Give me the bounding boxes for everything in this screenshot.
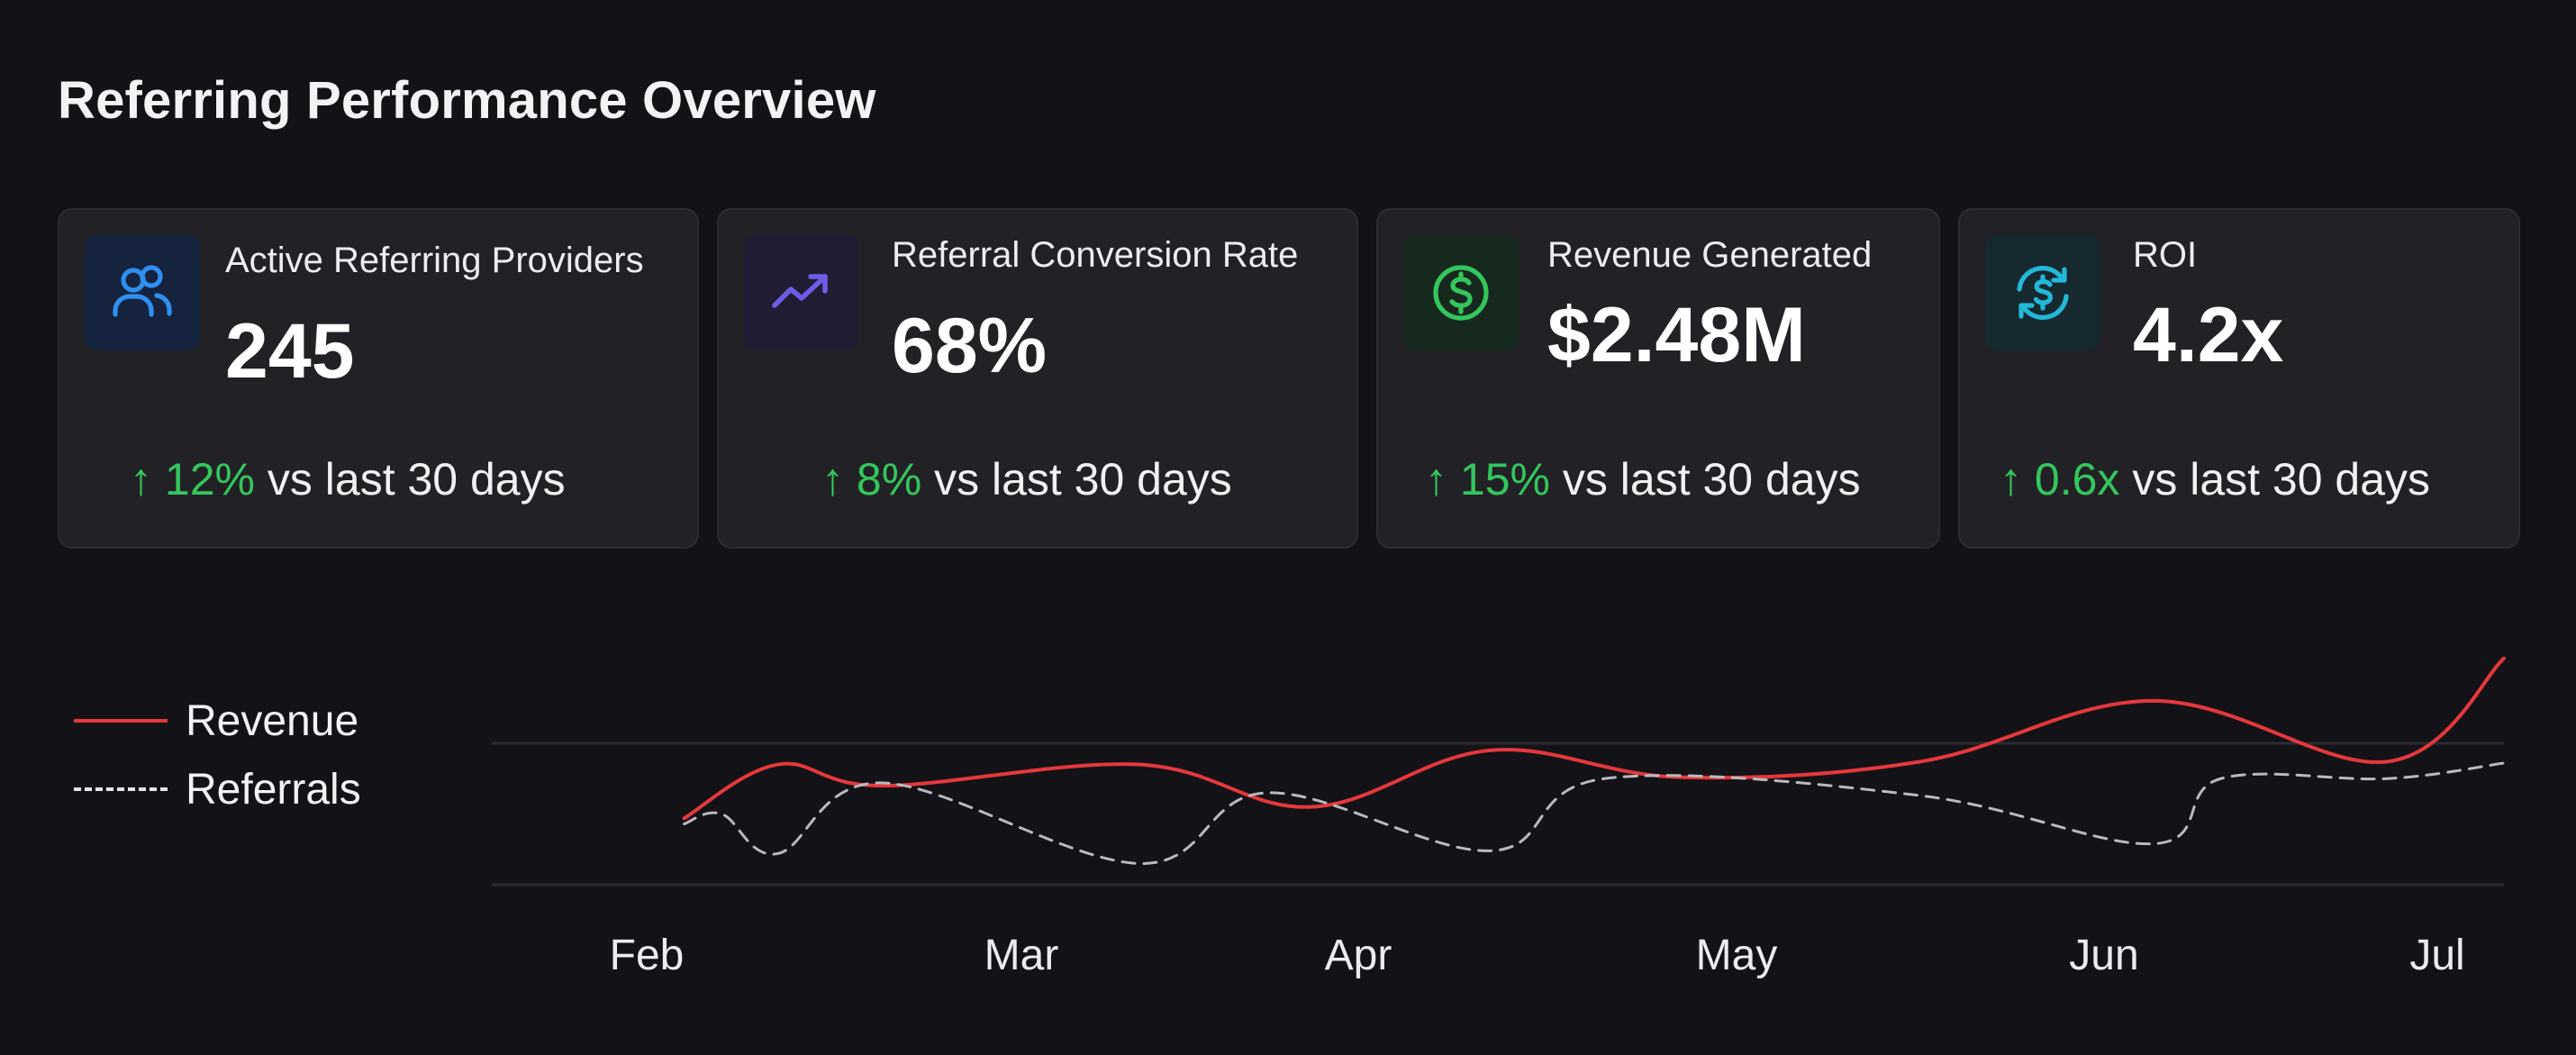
trend-suffix: vs last 30 days — [267, 454, 566, 505]
x-tick-label-apr: Apr — [1325, 932, 1392, 979]
card-label: Referral Conversion Rate — [892, 235, 1299, 275]
trend-arrow-icon: ↑ — [821, 454, 844, 505]
trend-arrow-icon: ↑ — [2000, 454, 2022, 505]
legend-swatch-dashed — [74, 787, 168, 791]
trend-value: 0.6x — [2034, 454, 2120, 505]
trend-value: 12% — [164, 454, 255, 505]
trend-suffix: vs last 30 days — [2132, 454, 2431, 505]
card-label: Active Referring Providers — [225, 241, 644, 280]
x-tick-label-jun: Jun — [2069, 932, 2138, 979]
trend-arrow-icon: ↑ — [130, 454, 152, 505]
x-tick-label-mar: Mar — [984, 932, 1059, 979]
metric-card-active-providers: Active Referring Providers 245 ↑ 12% vs … — [58, 208, 699, 549]
card-label: Revenue Generated — [1547, 235, 1873, 275]
card-trend: ↑ 15% vs last 30 days — [1425, 453, 1861, 505]
legend-swatch-solid — [74, 719, 168, 723]
metric-card-revenue: Revenue Generated $2.48M ↑ 15% vs last 3… — [1376, 208, 1940, 549]
card-value: 4.2x — [2133, 292, 2284, 378]
series-line-revenue — [682, 656, 2506, 821]
series-line-referrals — [683, 761, 2506, 865]
trend-arrow-icon: ↑ — [1425, 454, 1447, 505]
legend-item-revenue: Revenue — [74, 687, 361, 755]
dollar-circle-icon — [1403, 235, 1519, 350]
trending-up-icon — [744, 235, 859, 350]
card-trend: ↑ 8% vs last 30 days — [821, 453, 1232, 505]
page-title: Referring Performance Overview — [58, 71, 876, 130]
trend-suffix: vs last 30 days — [1562, 454, 1861, 505]
card-value: 68% — [892, 303, 1048, 389]
dollar-refresh-icon — [1985, 235, 2100, 350]
card-trend: ↑ 0.6x vs last 30 days — [2000, 453, 2430, 505]
metric-card-roi: ROI 4.2x ↑ 0.6x vs last 30 days — [1958, 208, 2520, 549]
legend-item-referrals: Referrals — [74, 755, 361, 823]
x-tick-label-feb: Feb — [610, 932, 685, 979]
legend-label: Revenue — [186, 696, 359, 745]
trend-suffix: vs last 30 days — [934, 454, 1232, 505]
users-icon — [85, 235, 200, 350]
legend-label: Referrals — [186, 765, 361, 814]
card-label: ROI — [2133, 235, 2198, 275]
x-tick-label-jul: Jul — [2409, 932, 2464, 979]
metric-card-conversion-rate: Referral Conversion Rate 68% ↑ 8% vs las… — [717, 208, 1358, 549]
trend-value: 8% — [856, 454, 922, 505]
card-trend: ↑ 12% vs last 30 days — [130, 453, 566, 505]
x-tick-label-may: May — [1696, 932, 1778, 979]
trend-value: 15% — [1459, 454, 1550, 505]
card-value: $2.48M — [1547, 292, 1806, 378]
chart-legend: Revenue Referrals — [74, 687, 361, 823]
card-value: 245 — [225, 308, 355, 395]
